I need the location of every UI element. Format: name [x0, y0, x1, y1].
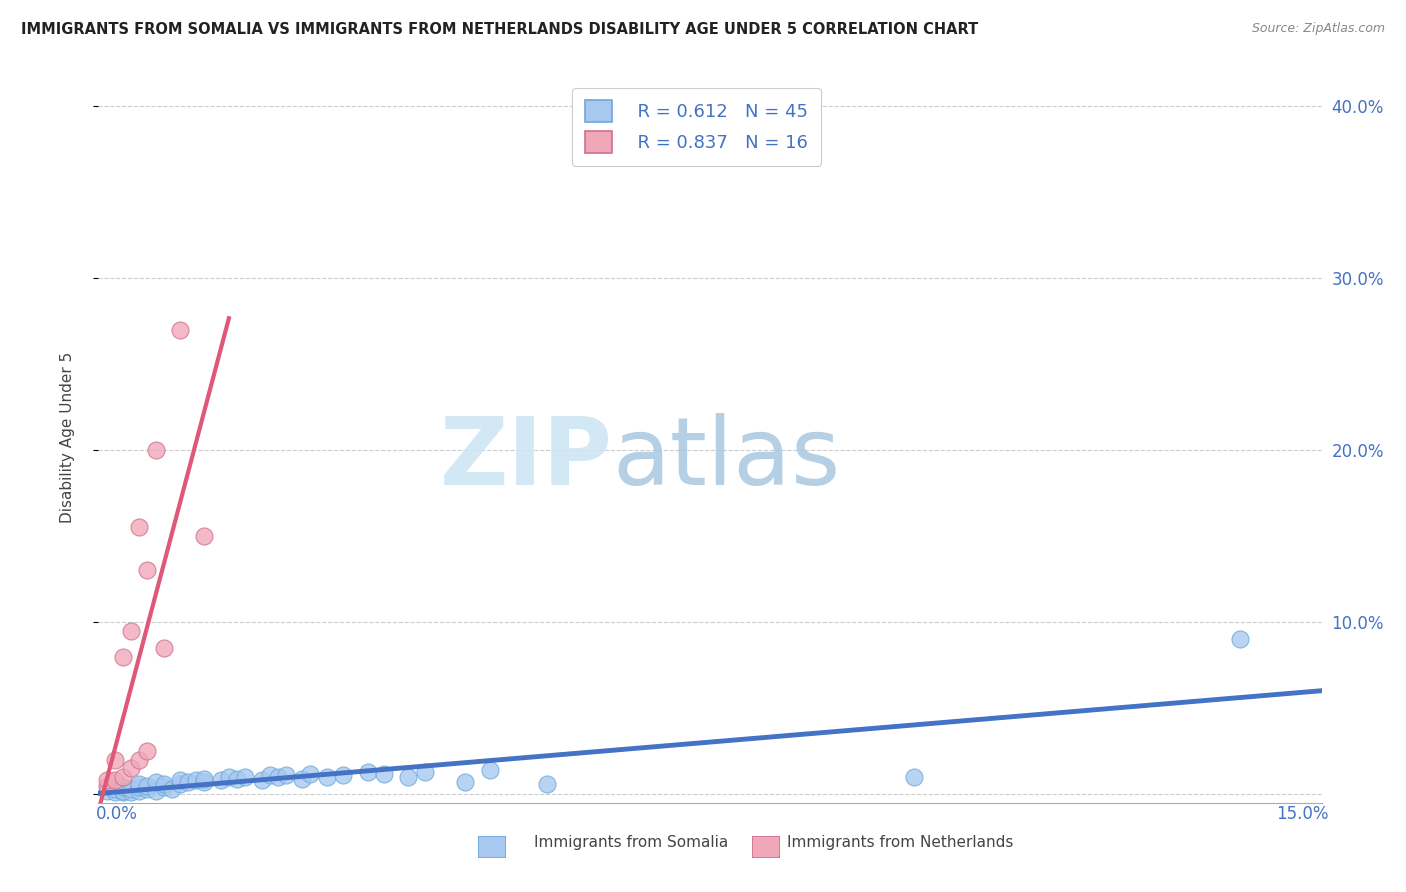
Point	[267, 770, 290, 784]
Point	[120, 782, 142, 797]
Point	[145, 775, 167, 789]
Y-axis label: Disability Age Under 5: Disability Age Under 5	[60, 351, 75, 523]
Point	[177, 775, 200, 789]
Point	[193, 775, 215, 789]
Point	[209, 773, 232, 788]
Point	[120, 785, 142, 799]
Point	[96, 773, 118, 788]
Point	[136, 744, 159, 758]
Point	[111, 780, 134, 795]
Point	[104, 773, 127, 788]
Text: 15.0%: 15.0%	[1277, 805, 1329, 822]
Point	[111, 785, 134, 799]
Point	[111, 649, 134, 664]
Point	[145, 783, 167, 797]
Point	[291, 772, 314, 786]
Point	[250, 773, 273, 788]
Point	[373, 766, 395, 780]
Point	[120, 761, 142, 775]
FancyBboxPatch shape	[478, 836, 506, 858]
Point	[233, 770, 256, 784]
Point	[396, 770, 419, 784]
Point	[1229, 632, 1251, 647]
Point	[145, 442, 167, 457]
Point	[152, 780, 174, 795]
Text: 0.0%: 0.0%	[96, 805, 138, 822]
Point	[104, 753, 127, 767]
Point	[104, 785, 127, 799]
FancyBboxPatch shape	[752, 836, 780, 858]
Point	[152, 777, 174, 791]
Point	[332, 768, 354, 782]
Point	[152, 640, 174, 655]
Point	[104, 782, 127, 797]
Point	[186, 773, 208, 788]
Point	[413, 764, 436, 779]
Point	[160, 782, 183, 797]
Point	[96, 783, 118, 797]
Point	[111, 783, 134, 797]
Point	[356, 764, 378, 779]
Point	[193, 529, 215, 543]
Point	[315, 770, 337, 784]
Text: Immigrants from Netherlands: Immigrants from Netherlands	[787, 836, 1014, 850]
Point	[128, 777, 150, 791]
Point	[128, 780, 150, 795]
Point	[169, 773, 191, 788]
Point	[259, 768, 281, 782]
Point	[169, 777, 191, 791]
Text: atlas: atlas	[612, 413, 841, 505]
Point	[169, 322, 191, 336]
Legend:   R = 0.612   N = 45,   R = 0.837   N = 16: R = 0.612 N = 45, R = 0.837 N = 16	[572, 87, 821, 166]
Text: IMMIGRANTS FROM SOMALIA VS IMMIGRANTS FROM NETHERLANDS DISABILITY AGE UNDER 5 CO: IMMIGRANTS FROM SOMALIA VS IMMIGRANTS FR…	[21, 22, 979, 37]
Point	[226, 772, 249, 786]
Point	[454, 775, 477, 789]
Point	[903, 770, 925, 784]
Point	[299, 766, 322, 780]
Point	[536, 777, 558, 791]
Point	[274, 768, 297, 782]
Point	[478, 763, 501, 777]
Point	[136, 779, 159, 793]
Point	[111, 770, 134, 784]
Point	[120, 624, 142, 638]
Point	[96, 779, 118, 793]
Text: Immigrants from Somalia: Immigrants from Somalia	[534, 836, 728, 850]
Text: Source: ZipAtlas.com: Source: ZipAtlas.com	[1251, 22, 1385, 36]
Point	[193, 772, 215, 786]
Point	[136, 782, 159, 797]
Point	[218, 770, 240, 784]
Point	[136, 564, 159, 578]
Point	[128, 520, 150, 534]
Point	[128, 753, 150, 767]
Text: ZIP: ZIP	[439, 413, 612, 505]
Point	[128, 783, 150, 797]
